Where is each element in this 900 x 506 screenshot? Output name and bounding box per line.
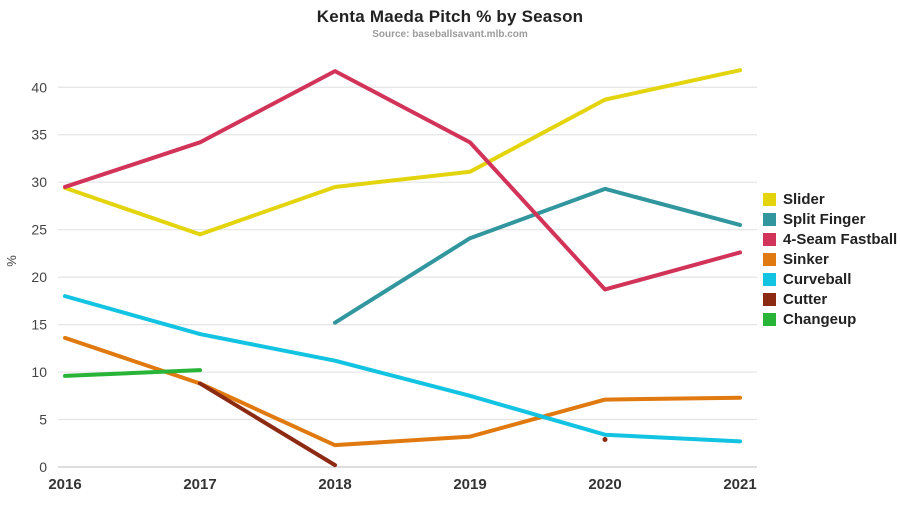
legend-label-split-finger: Split Finger bbox=[783, 211, 866, 228]
y-tick-label: 40 bbox=[31, 79, 47, 95]
legend-swatch-changeup bbox=[763, 313, 776, 326]
legend-label-sinker: Sinker bbox=[783, 251, 829, 268]
chart-subtitle: Source: baseballsavant.mlb.com bbox=[372, 29, 528, 40]
legend-item-split-finger: Split Finger bbox=[763, 211, 897, 228]
y-axis-label: % bbox=[4, 255, 19, 267]
y-tick-label: 0 bbox=[39, 459, 47, 475]
x-tick-label: 2018 bbox=[318, 476, 351, 493]
y-tick-label: 5 bbox=[39, 412, 47, 428]
legend-item-changeup: Changeup bbox=[763, 311, 897, 328]
legend-item-curveball: Curveball bbox=[763, 271, 897, 288]
series-line-sinker bbox=[63, 335, 742, 448]
chart-title: Kenta Maeda Pitch % by Season bbox=[316, 7, 584, 26]
legend-label-curveball: Curveball bbox=[783, 271, 852, 288]
x-tick-label: 2016 bbox=[48, 476, 81, 493]
legend-swatch-curveball bbox=[763, 273, 776, 286]
legend-label-changeup: Changeup bbox=[783, 311, 857, 328]
legend-swatch-sinker bbox=[763, 253, 776, 266]
series-point-cutter bbox=[602, 436, 608, 442]
series-line-split-finger bbox=[333, 186, 742, 325]
y-tick-label: 30 bbox=[31, 174, 47, 190]
legend-swatch-slider bbox=[763, 193, 776, 206]
series-line-4-seam-fastball bbox=[63, 69, 742, 292]
series-line-curveball bbox=[63, 294, 742, 444]
x-tick-label: 2017 bbox=[183, 476, 216, 493]
y-tick-label: 15 bbox=[31, 317, 47, 333]
legend-swatch-cutter bbox=[763, 293, 776, 306]
legend-item-sinker: Sinker bbox=[763, 251, 897, 268]
chart-legend: Slider Split Finger 4-Seam Fastball Sinker C… bbox=[763, 191, 897, 328]
legend-swatch-4-seam-fastball bbox=[763, 233, 776, 246]
y-tick-label: 10 bbox=[31, 364, 47, 380]
legend-item-slider: Slider bbox=[763, 191, 897, 208]
legend-swatch-split-finger bbox=[763, 213, 776, 226]
legend-label-cutter: Cutter bbox=[783, 291, 828, 308]
series-line-slider bbox=[63, 68, 742, 237]
y-tick-label: 25 bbox=[31, 222, 47, 238]
x-tick-label: 2021 bbox=[723, 476, 756, 493]
legend-item-4-seam-fastball: 4-Seam Fastball bbox=[763, 231, 897, 248]
x-tick-label: 2019 bbox=[453, 476, 486, 493]
legend-label-slider: Slider bbox=[783, 191, 825, 208]
legend-label-4-seam-fastball: 4-Seam Fastball bbox=[783, 231, 898, 248]
y-tick-label: 35 bbox=[31, 127, 47, 143]
series-line-changeup bbox=[63, 368, 202, 378]
legend-item-cutter: Cutter bbox=[763, 291, 897, 308]
y-tick-label: 20 bbox=[31, 269, 47, 285]
series-line-cutter bbox=[198, 381, 337, 468]
x-tick-label: 2020 bbox=[588, 476, 621, 493]
